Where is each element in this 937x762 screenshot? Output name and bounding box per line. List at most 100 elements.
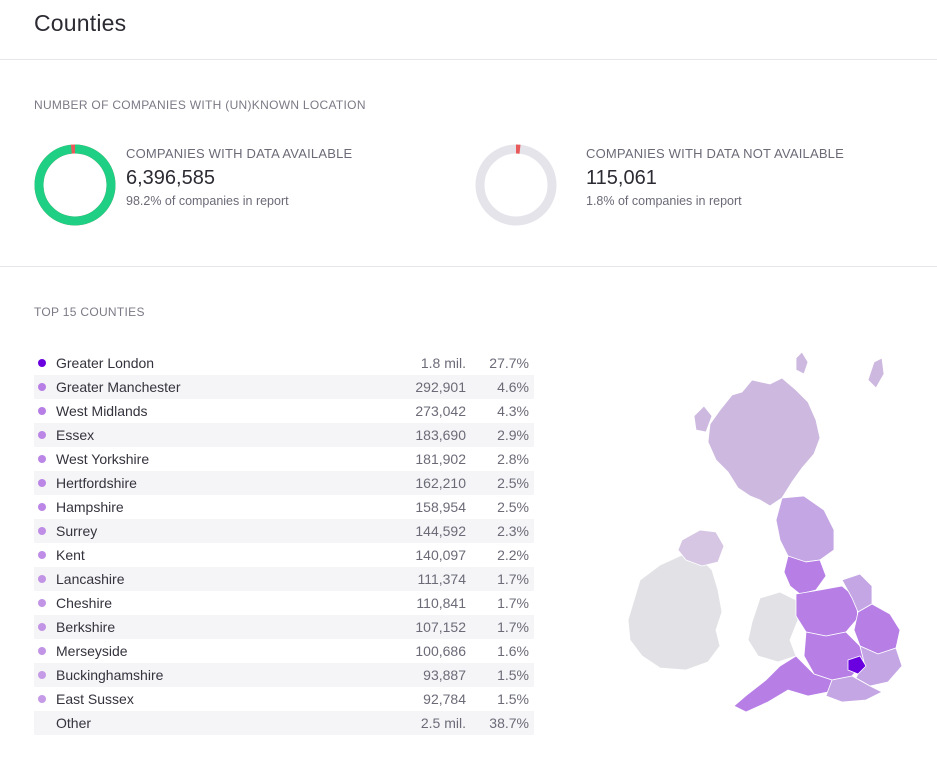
county-value: 162,210 [415,475,466,491]
county-table: Greater London 1.8 mil. 27.7% Greater Manch… [34,351,534,735]
county-row[interactable]: Greater London 1.8 mil. 27.7% [34,351,534,375]
map-region-greater-london[interactable] [847,655,867,675]
county-value: 140,097 [415,547,466,563]
map-region-wales[interactable] [747,591,799,663]
map-region-midlands[interactable] [795,585,859,637]
county-value: 273,042 [415,403,466,419]
county-value: 183,690 [415,427,466,443]
county-color-dot [38,479,46,487]
county-name: Essex [56,427,95,443]
county-row[interactable]: West Yorkshire 181,902 2.8% [34,447,534,471]
available-percent: 98.2% of companies in report [126,194,289,208]
county-color-dot [38,647,46,655]
county-percent: 1.6% [497,643,529,659]
map-region-northern-ireland[interactable] [677,529,725,567]
county-row[interactable]: East Sussex 92,784 1.5% [34,687,534,711]
county-row[interactable]: Buckinghamshire 93,887 1.5% [34,663,534,687]
map-region-hebrides[interactable] [693,405,713,433]
county-color-dot [38,695,46,703]
county-name: Other [56,715,92,731]
not-available-caption: COMPANIES WITH DATA NOT AVAILABLE [586,146,844,161]
map-region-orkney[interactable] [795,351,809,375]
map-region-sussex-hampshire[interactable] [825,675,883,703]
map-region-ireland[interactable] [627,554,723,671]
county-row[interactable]: Other 2.5 mil. 38.7% [34,711,534,735]
available-donut [34,144,116,226]
uk-county-map [627,351,903,713]
county-name: Berkshire [56,619,116,635]
county-name: Buckinghamshire [56,667,164,683]
counties-section-label: TOP 15 COUNTIES [34,305,145,319]
available-count: 6,396,585 [126,167,215,189]
not-available-donut-track [475,144,557,226]
county-percent: 2.3% [497,523,529,539]
county-name: Hampshire [56,499,124,515]
county-row[interactable]: Hampshire 158,954 2.5% [34,495,534,519]
county-name: Greater Manchester [56,379,181,395]
county-percent: 1.7% [497,619,529,635]
county-row[interactable]: Greater Manchester 292,901 4.6% [34,375,534,399]
not-available-percent: 1.8% of companies in report [586,194,742,208]
county-color-dot [38,599,46,607]
county-name: West Midlands [56,403,148,419]
county-value: 92,784 [423,691,466,707]
county-name: Merseyside [56,643,128,659]
county-color-dot [38,551,46,559]
county-row[interactable]: Lancashire 111,374 1.7% [34,567,534,591]
map-region-north-england[interactable] [775,495,835,563]
county-name: Lancashire [56,571,125,587]
county-name: West Yorkshire [56,451,150,467]
county-name: Greater London [56,355,155,371]
county-percent: 2.5% [497,475,529,491]
page-title: Counties [34,10,127,36]
county-value: 107,152 [415,619,466,635]
county-color-dot [38,503,46,511]
county-value: 158,954 [415,499,466,515]
county-color-dot [38,359,46,367]
county-percent: 1.7% [497,595,529,611]
county-color-dot [38,623,46,631]
not-available-count: 115,061 [586,167,657,189]
county-value: 100,686 [415,643,466,659]
county-percent: 1.5% [497,667,529,683]
section-divider [0,266,937,267]
county-percent: 2.9% [497,427,529,443]
not-available-donut-fill [475,144,557,226]
county-row[interactable]: Essex 183,690 2.9% [34,423,534,447]
county-percent: 4.3% [497,403,529,419]
county-row[interactable]: West Midlands 273,042 4.3% [34,399,534,423]
county-value: 292,901 [415,379,466,395]
county-row[interactable]: Kent 140,097 2.2% [34,543,534,567]
county-name: Surrey [56,523,98,539]
page-header: Counties [0,0,937,60]
county-color-dot [38,575,46,583]
county-row[interactable]: Hertfordshire 162,210 2.5% [34,471,534,495]
county-name: Cheshire [56,595,113,611]
county-row[interactable]: Surrey 144,592 2.3% [34,519,534,543]
county-value: 2.5 mil. [420,715,466,731]
county-color-dot [38,671,46,679]
county-percent: 2.2% [497,547,529,563]
map-region-scotland[interactable] [707,377,821,507]
county-row[interactable]: Cheshire 110,841 1.7% [34,591,534,615]
county-value: 110,841 [416,595,466,611]
map-region-shetland[interactable] [867,357,885,389]
not-available-donut [475,144,557,226]
available-donut-fill [34,144,116,226]
county-value: 93,887 [423,667,466,683]
county-percent: 1.7% [497,571,529,587]
county-color-dot [38,407,46,415]
map-region-yorkshire-lancashire[interactable] [783,555,827,595]
county-row[interactable]: Merseyside 100,686 1.6% [34,639,534,663]
county-color-dot [38,455,46,463]
county-percent: 2.5% [497,499,529,515]
county-value: 111,374 [417,571,466,587]
county-percent: 2.8% [497,451,529,467]
county-percent: 1.5% [497,691,529,707]
county-value: 144,592 [415,523,466,539]
county-name: East Sussex [56,691,134,707]
county-row[interactable]: Berkshire 107,152 1.7% [34,615,534,639]
available-caption: COMPANIES WITH DATA AVAILABLE [126,146,353,161]
county-name: Hertfordshire [56,475,137,491]
county-value: 1.8 mil. [420,355,466,371]
